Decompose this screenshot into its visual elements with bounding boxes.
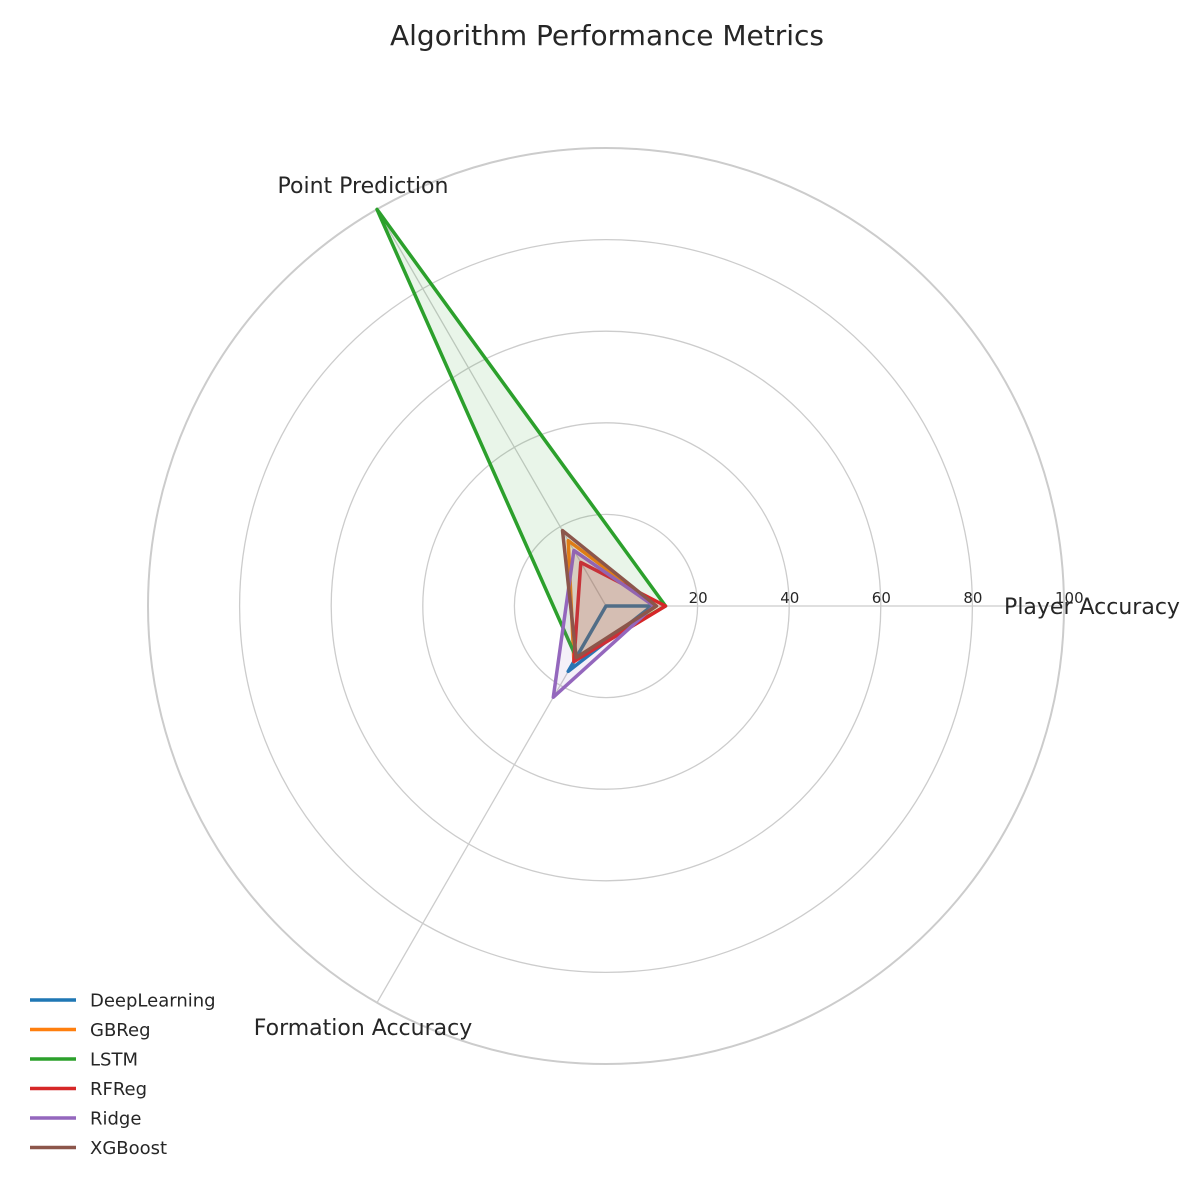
axis-label-player-accuracy: Player Accuracy [1004,595,1180,620]
legend-item-gbreg: GBReg [30,1020,151,1041]
legend-label: XGBoost [90,1138,167,1159]
axis-labels: Player Accuracy Point Prediction Formation… [254,174,1180,1041]
legend-item-rfreg: RFReg [30,1079,147,1100]
legend-item-ridge: Ridge [30,1109,141,1130]
legend-label: GBReg [90,1020,151,1041]
tick-label-20: 20 [689,589,708,607]
series-line-ridge [551,548,656,699]
radial-tick-labels: 20 40 60 80 100 [689,589,1084,607]
legend-item-lstm: LSTM [30,1050,138,1071]
tick-label-40: 40 [780,589,799,607]
series-area-rfreg [573,562,666,662]
series-layer [375,207,668,699]
tick-label-80: 80 [963,589,982,607]
series-area-gbreg [568,540,657,662]
tick-label-60: 60 [872,589,891,607]
series-area-xgboost [562,530,657,658]
series-line-xgboost [560,528,659,660]
tick-label-100: 100 [1055,589,1084,607]
legend-label: DeepLearning [90,991,216,1012]
radar-grid [147,147,1065,1065]
legend-label: LSTM [90,1050,138,1071]
axis-label-formation-accuracy: Formation Accuracy [254,1016,472,1041]
series-area-ridge [553,550,655,698]
legend-item-deeplearning: DeepLearning [30,991,216,1012]
legend-label: RFReg [90,1079,147,1100]
chart-title: Algorithm Performance Metrics [390,19,824,52]
legend-item-xgboost: XGBoost [30,1138,167,1159]
legend: DeepLearning GBReg LSTM RFReg Ridge XGBoost [30,991,216,1159]
series-area-lstm [377,209,666,658]
axis-label-point-prediction: Point Prediction [278,174,449,199]
legend-label: Ridge [90,1109,141,1130]
